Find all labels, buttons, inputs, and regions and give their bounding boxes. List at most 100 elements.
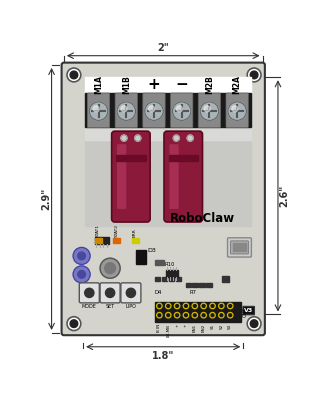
Circle shape <box>158 314 161 316</box>
Circle shape <box>165 312 171 318</box>
Circle shape <box>73 248 90 264</box>
Circle shape <box>165 303 171 309</box>
FancyBboxPatch shape <box>79 283 99 303</box>
Text: S1: S1 <box>211 324 214 329</box>
Bar <box>169 278 174 281</box>
FancyBboxPatch shape <box>117 144 126 209</box>
Bar <box>95 237 108 244</box>
Circle shape <box>250 320 258 328</box>
Bar <box>85 127 251 140</box>
Circle shape <box>70 71 78 79</box>
Circle shape <box>105 263 116 274</box>
Bar <box>132 238 139 243</box>
Text: R10: R10 <box>164 262 175 267</box>
FancyBboxPatch shape <box>169 144 179 209</box>
Circle shape <box>70 320 78 328</box>
Circle shape <box>220 304 223 307</box>
Bar <box>155 302 241 322</box>
Text: D3: D3 <box>147 248 156 253</box>
Bar <box>186 283 191 287</box>
Text: B IN: B IN <box>157 324 161 332</box>
Circle shape <box>176 304 179 307</box>
Text: LIPO: LIPO <box>125 304 136 309</box>
Circle shape <box>183 312 189 318</box>
Text: −: − <box>175 78 188 92</box>
Text: 2.6": 2.6" <box>279 185 289 207</box>
Circle shape <box>201 303 206 309</box>
Circle shape <box>145 102 163 120</box>
Bar <box>165 270 178 278</box>
Text: 2": 2" <box>157 43 169 53</box>
Circle shape <box>201 312 206 318</box>
Text: EN1: EN1 <box>193 324 197 332</box>
Bar <box>199 283 205 287</box>
Circle shape <box>167 314 170 316</box>
Circle shape <box>174 312 180 318</box>
Bar <box>113 238 120 243</box>
Circle shape <box>219 303 224 309</box>
Text: D4: D4 <box>154 290 162 295</box>
Circle shape <box>121 135 127 141</box>
Text: M1B: M1B <box>122 76 131 94</box>
Circle shape <box>187 135 193 141</box>
Text: V3: V3 <box>244 308 253 313</box>
Text: STAT2: STAT2 <box>115 224 119 237</box>
Bar <box>233 243 235 250</box>
Bar <box>169 155 198 161</box>
Circle shape <box>185 314 187 316</box>
Bar <box>193 283 198 287</box>
Circle shape <box>219 312 224 318</box>
Text: R7: R7 <box>190 290 197 295</box>
Bar <box>236 243 237 250</box>
Bar <box>162 278 167 281</box>
Circle shape <box>121 106 127 112</box>
Circle shape <box>106 288 115 298</box>
Circle shape <box>228 303 233 309</box>
Bar <box>155 260 164 265</box>
Circle shape <box>247 68 261 82</box>
Circle shape <box>173 135 180 141</box>
FancyBboxPatch shape <box>100 283 120 303</box>
Text: +: + <box>175 324 179 327</box>
Text: M2A: M2A <box>233 76 242 94</box>
Text: STAT1: STAT1 <box>96 224 100 237</box>
FancyBboxPatch shape <box>121 283 141 303</box>
Text: LB-MB: LB-MB <box>166 324 170 337</box>
Text: S3: S3 <box>228 324 232 329</box>
Text: MODE: MODE <box>82 304 97 309</box>
Circle shape <box>210 303 215 309</box>
FancyBboxPatch shape <box>171 93 193 128</box>
Circle shape <box>193 304 196 307</box>
Circle shape <box>93 106 99 112</box>
Bar <box>239 243 240 250</box>
Circle shape <box>202 304 205 307</box>
Circle shape <box>157 303 162 309</box>
Bar <box>222 276 229 282</box>
Circle shape <box>200 102 219 120</box>
Circle shape <box>204 106 210 112</box>
Text: M2B: M2B <box>205 76 214 94</box>
FancyBboxPatch shape <box>87 93 110 128</box>
Circle shape <box>117 102 135 120</box>
Text: CN5: CN5 <box>243 307 248 317</box>
FancyBboxPatch shape <box>61 63 265 335</box>
Bar <box>85 93 251 127</box>
Circle shape <box>78 270 85 278</box>
Circle shape <box>183 303 189 309</box>
Circle shape <box>250 71 258 79</box>
Text: EN2: EN2 <box>202 324 206 332</box>
Text: 2.9": 2.9" <box>41 188 51 210</box>
Bar <box>136 250 146 264</box>
FancyBboxPatch shape <box>115 93 137 128</box>
Circle shape <box>176 314 179 316</box>
Circle shape <box>148 106 155 112</box>
FancyBboxPatch shape <box>164 131 203 222</box>
Circle shape <box>172 102 191 120</box>
FancyBboxPatch shape <box>143 93 165 128</box>
Bar <box>241 243 243 250</box>
Circle shape <box>67 317 81 330</box>
Circle shape <box>126 288 135 298</box>
FancyBboxPatch shape <box>228 238 252 257</box>
Circle shape <box>210 312 215 318</box>
Bar <box>206 283 212 287</box>
